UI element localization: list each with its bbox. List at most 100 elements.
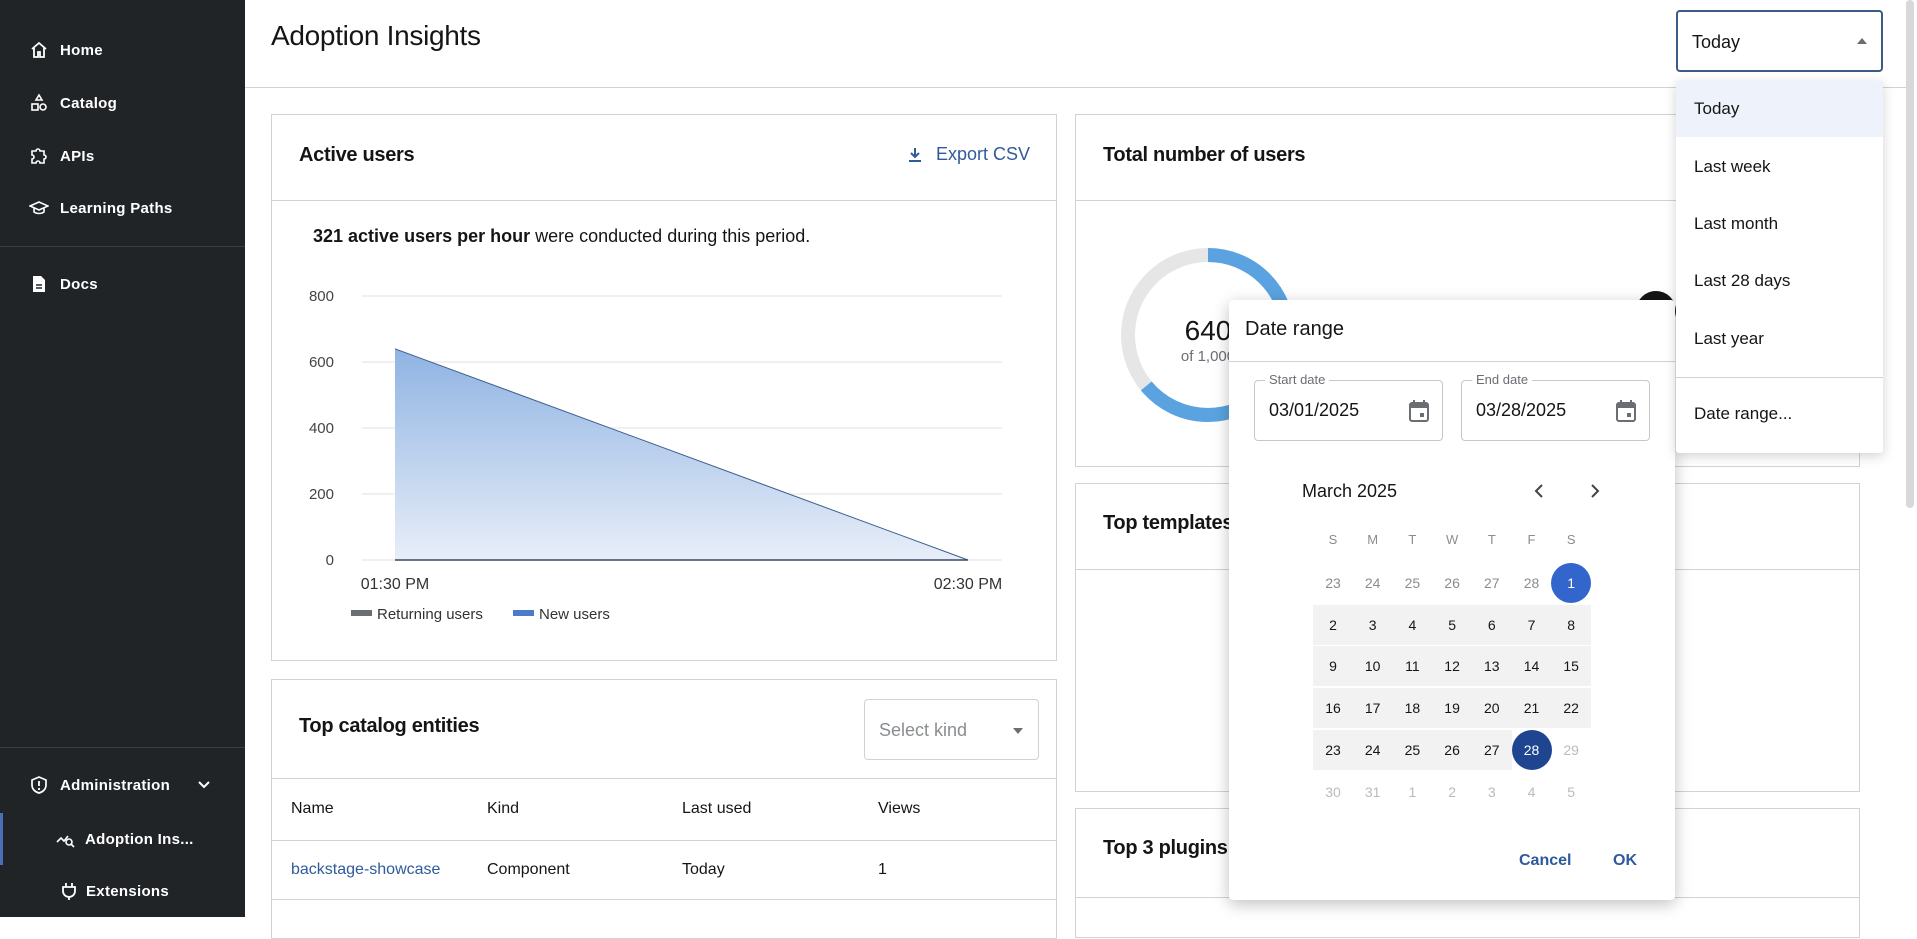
- calendar-day[interactable]: 17: [1364, 700, 1381, 717]
- calendar-day[interactable]: 31: [1364, 783, 1381, 800]
- calendar-day[interactable]: 8: [1567, 616, 1576, 633]
- menu-item-today[interactable]: Today: [1676, 81, 1883, 137]
- menu-divider: [1676, 377, 1883, 378]
- calendar-day[interactable]: 20: [1484, 700, 1500, 717]
- period-select[interactable]: Today: [1676, 10, 1883, 72]
- sidebar-item-catalog[interactable]: Catalog: [0, 81, 245, 125]
- calendar-day[interactable]: 28: [1523, 575, 1540, 591]
- calendar-day[interactable]: 1: [1408, 783, 1417, 800]
- calendar-day[interactable]: 25: [1404, 575, 1421, 591]
- calendar-day[interactable]: 23: [1325, 575, 1341, 591]
- x-tick-label: 01:30 PM: [361, 576, 429, 593]
- sidebar-item-label: Extensions: [86, 882, 170, 900]
- header-divider: [245, 87, 1910, 88]
- calendar-day[interactable]: 18: [1404, 700, 1421, 717]
- range-highlight: [1352, 604, 1393, 645]
- range-highlight: [1511, 646, 1552, 687]
- calendar-day[interactable]: 26: [1444, 741, 1460, 758]
- calendar-day[interactable]: 11: [1405, 658, 1420, 675]
- calendar-day[interactable]: 3: [1487, 783, 1496, 800]
- column-header: Name: [291, 800, 334, 817]
- calendar-day[interactable]: 13: [1484, 658, 1500, 675]
- calendar-day[interactable]: 24: [1364, 741, 1381, 758]
- entity-link[interactable]: backstage-showcase: [291, 861, 441, 878]
- calendar-day[interactable]: 24: [1364, 575, 1381, 591]
- range-highlight: [1471, 604, 1512, 645]
- range-highlight: [1392, 688, 1433, 729]
- calendar-day[interactable]: 25: [1404, 741, 1421, 758]
- select-kind-dropdown[interactable]: Select kind: [864, 699, 1039, 760]
- range-highlight: [1392, 604, 1433, 645]
- sidebar-item-extensions[interactable]: Extensions: [0, 869, 245, 913]
- chevron-right-icon[interactable]: [1587, 482, 1603, 500]
- calendar-day[interactable]: 2: [1329, 616, 1337, 633]
- range-highlight: [1471, 688, 1512, 729]
- calendar-day[interactable]: 27: [1484, 575, 1500, 591]
- range-highlight: [1392, 729, 1433, 770]
- start-date-field[interactable]: Start date 03/01/2025: [1254, 372, 1443, 441]
- calendar-icon[interactable]: [1408, 399, 1430, 423]
- calendar-day[interactable]: 29: [1563, 741, 1579, 758]
- calendar-day[interactable]: 5: [1448, 616, 1456, 633]
- calendar-day[interactable]: 27: [1484, 741, 1500, 758]
- summary-text: were conducted during this period.: [530, 226, 811, 246]
- page-scrollbar[interactable]: [1906, 0, 1914, 508]
- menu-item-last-year[interactable]: Last year: [1694, 329, 1764, 348]
- calendar-day[interactable]: 2: [1448, 783, 1456, 800]
- end-date-field[interactable]: End date 03/28/2025: [1461, 372, 1650, 441]
- calendar-icon[interactable]: [1615, 399, 1637, 423]
- calendar-day[interactable]: 26: [1444, 575, 1460, 591]
- calendar-day[interactable]: 28: [1511, 729, 1552, 770]
- weekday-label: W: [1445, 531, 1459, 547]
- range-highlight: [1551, 646, 1592, 687]
- sidebar-item-administration[interactable]: Administration: [0, 763, 245, 807]
- sidebar-item-learning-paths[interactable]: Learning Paths: [0, 186, 245, 230]
- weekday-label: T: [1408, 531, 1417, 547]
- calendar-day[interactable]: 21: [1523, 700, 1540, 717]
- page-title: Adoption Insights: [271, 20, 481, 51]
- range-highlight: [1511, 604, 1552, 645]
- date-range-dialog: Date range Start date 03/01/2025 End dat…: [1229, 300, 1675, 900]
- calendar-day[interactable]: 3: [1368, 616, 1377, 633]
- sidebar-item-adoption-insights[interactable]: Adoption Ins...: [0, 813, 245, 865]
- calendar-day[interactable]: 12: [1444, 658, 1460, 675]
- cancel-button[interactable]: Cancel: [1519, 852, 1572, 869]
- calendar-day[interactable]: 30: [1325, 783, 1341, 800]
- sidebar-item-docs[interactable]: Docs: [0, 262, 245, 306]
- calendar-day[interactable]: 7: [1527, 616, 1536, 633]
- y-tick-label: 600: [309, 354, 334, 371]
- calendar-day[interactable]: 9: [1329, 658, 1337, 675]
- chevron-down-icon[interactable]: [197, 779, 211, 791]
- calendar-day[interactable]: 5: [1567, 783, 1576, 800]
- calendar-day[interactable]: 4: [1527, 783, 1536, 800]
- period-dropdown-menu: Today Last week Last month Last 28 days …: [1676, 81, 1883, 453]
- export-csv-button[interactable]: Export CSV: [906, 144, 1030, 165]
- range-highlight: [1432, 646, 1473, 687]
- sidebar-item-label: Catalog: [60, 94, 118, 112]
- card-title: Total number of users: [1103, 144, 1306, 166]
- calendar-day[interactable]: 1: [1551, 563, 1592, 603]
- menu-item-date-range[interactable]: Date range...: [1694, 404, 1793, 423]
- menu-item-last-28-days[interactable]: Last 28 days: [1694, 271, 1791, 290]
- calendar-day[interactable]: 6: [1487, 616, 1496, 633]
- calendar-day[interactable]: 10: [1364, 658, 1381, 675]
- weekday-label: F: [1527, 531, 1536, 547]
- card-title: Top 3 plugins: [1103, 837, 1228, 859]
- calendar-day[interactable]: 22: [1563, 700, 1579, 717]
- menu-item-last-month[interactable]: Last month: [1694, 214, 1779, 233]
- calendar-day[interactable]: 4: [1408, 616, 1417, 633]
- calendar-day[interactable]: 15: [1563, 658, 1579, 675]
- sidebar-item-home[interactable]: Home: [0, 28, 245, 72]
- graduation-cap-icon: [29, 201, 49, 215]
- calendar-day[interactable]: 16: [1325, 700, 1341, 717]
- column-header: Last used: [682, 800, 752, 817]
- menu-item-last-week[interactable]: Last week: [1694, 157, 1771, 176]
- calendar-grid: S M T W T F S 23 24 25 26 27 28 1 2 3 4 5 6 7 8 9 10 11 12 13 14 15…: [1229, 300, 1675, 900]
- sidebar-item-apis[interactable]: APIs: [0, 134, 245, 178]
- calendar-day[interactable]: 19: [1444, 700, 1460, 717]
- calendar-day[interactable]: 23: [1325, 741, 1341, 758]
- chevron-left-icon[interactable]: [1531, 482, 1547, 500]
- weekday-label: S: [1566, 531, 1576, 547]
- ok-button[interactable]: OK: [1613, 852, 1637, 869]
- calendar-day[interactable]: 14: [1523, 658, 1540, 675]
